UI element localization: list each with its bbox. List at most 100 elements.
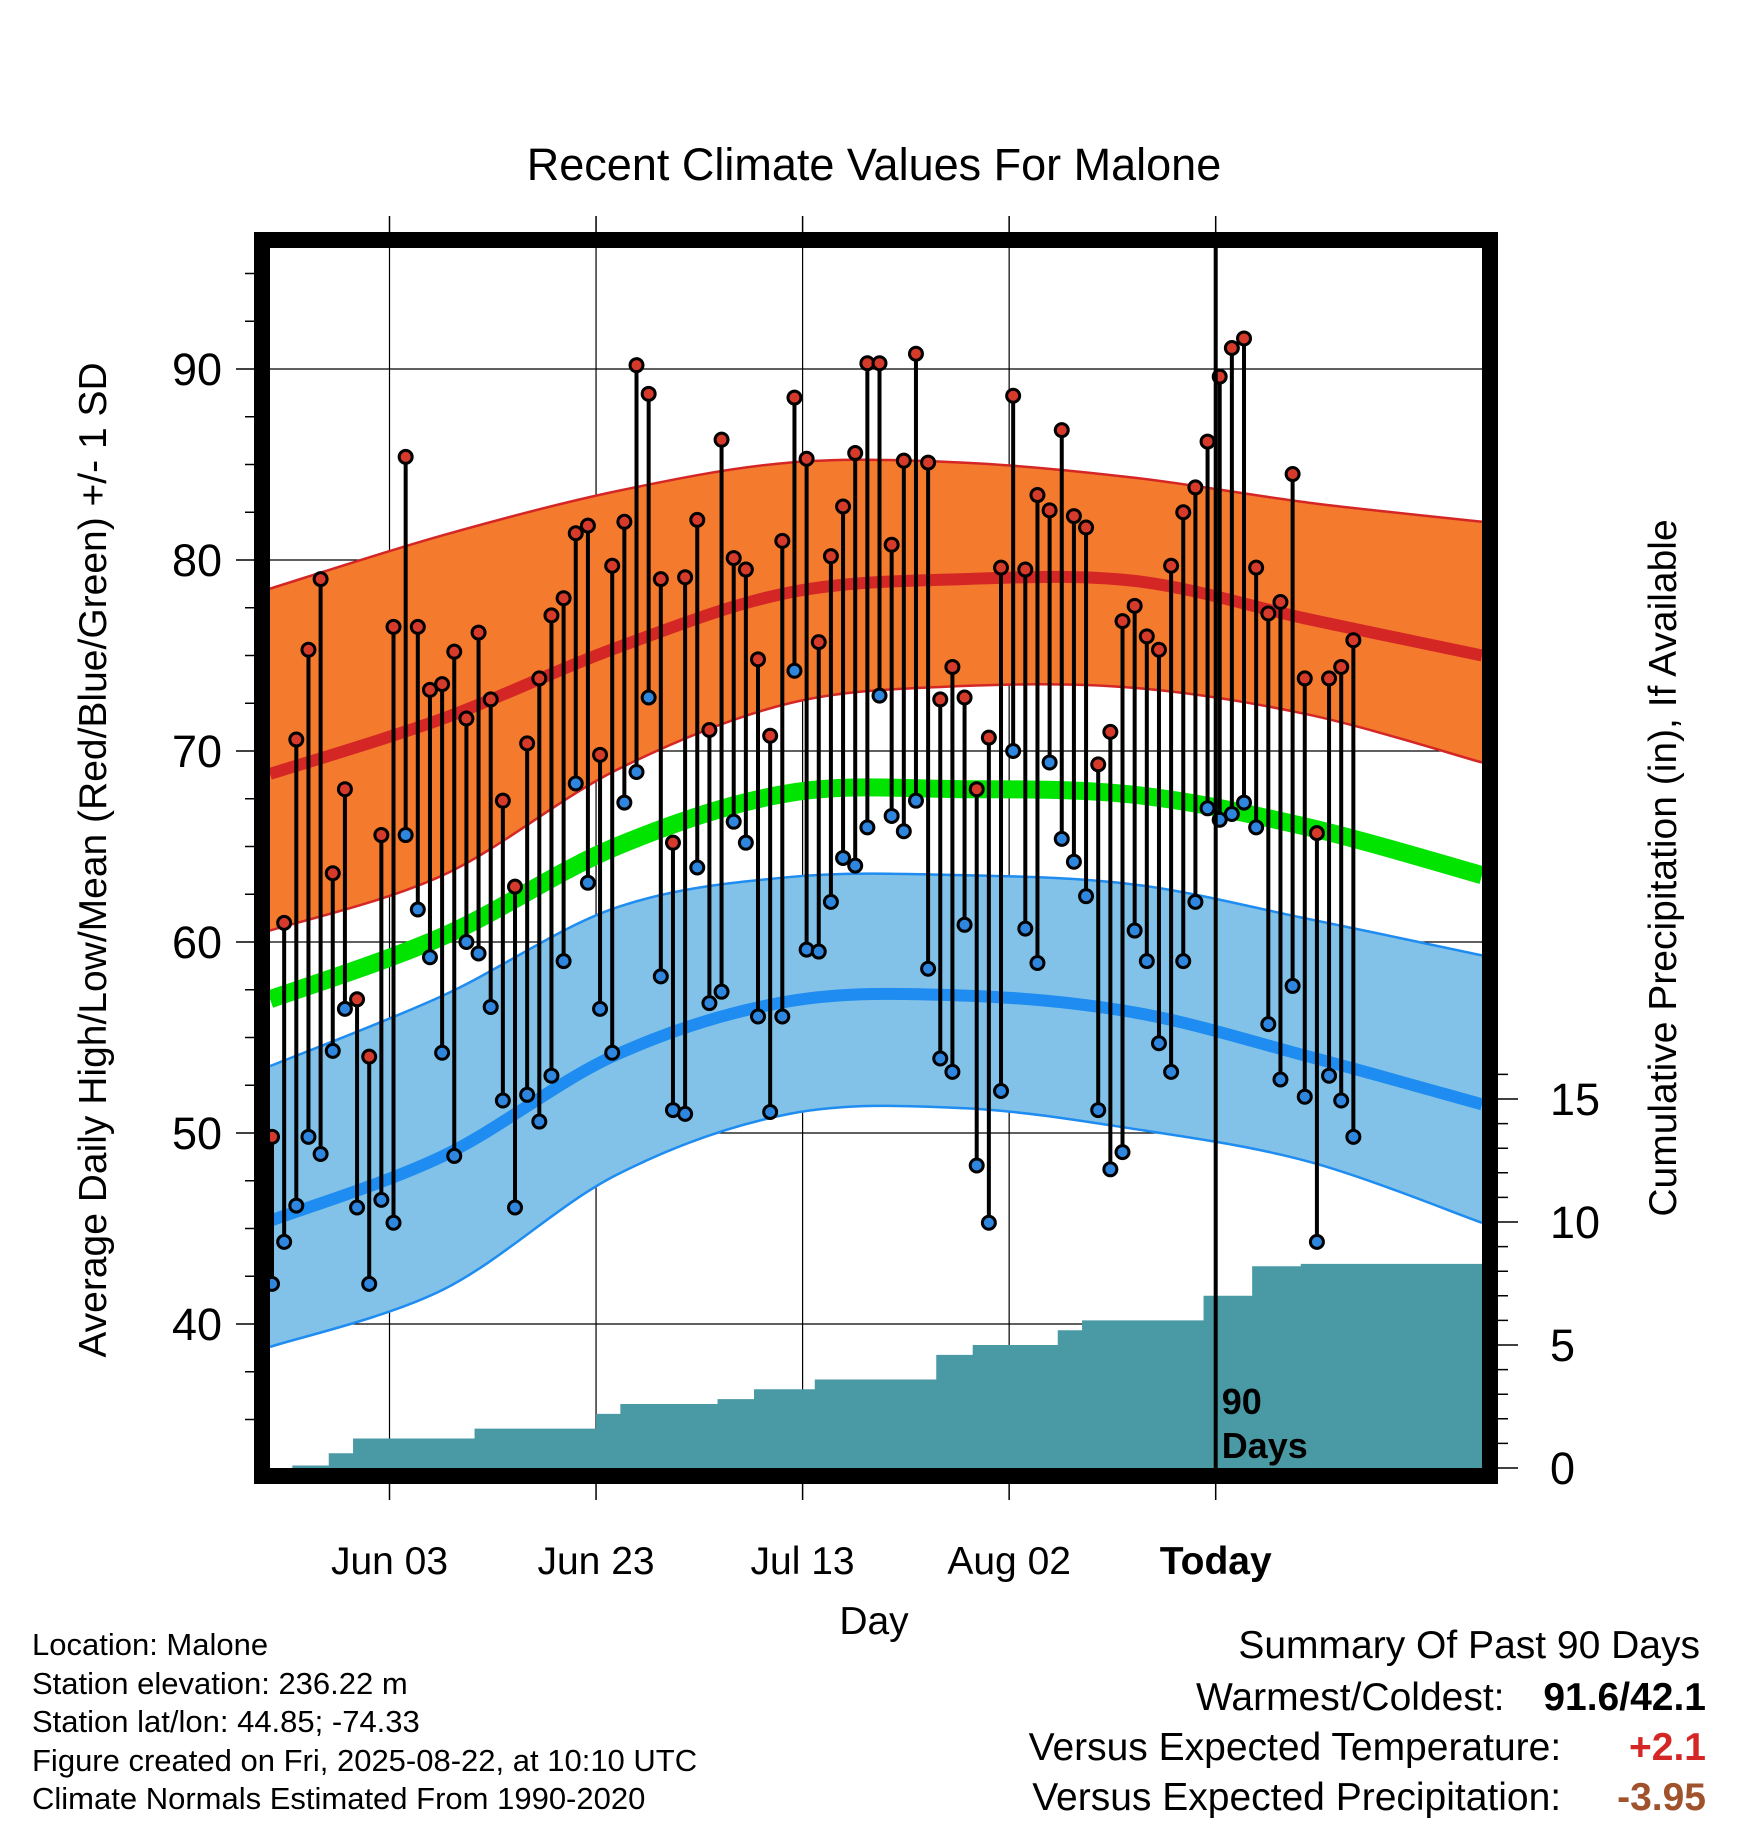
daily-low-point (507, 1199, 524, 1216)
cumulative-precip-area (270, 1263, 1482, 1468)
plot-frame (254, 232, 1498, 1484)
high-sd-upper-edge (270, 458, 1482, 590)
daily-high-point (1078, 519, 1095, 536)
daily-low-point (604, 1044, 621, 1061)
daily-low-point (1053, 830, 1070, 847)
daily-high-point (616, 513, 633, 530)
daily-high-point (434, 676, 451, 693)
daily-high-point (1102, 723, 1119, 740)
x-tick-label: Today (1160, 1540, 1272, 1583)
daily-high-point (677, 569, 694, 586)
daily-low-point (920, 960, 937, 977)
daily-high-point (822, 548, 839, 565)
daily-low-point (652, 968, 669, 985)
daily-low-point (1175, 953, 1192, 970)
daily-low-point (312, 1146, 329, 1163)
days-annotation-number: 90 (1222, 1381, 1262, 1422)
daily-high-point (810, 634, 827, 651)
daily-low-point (288, 1197, 305, 1214)
daily-low-point (1199, 800, 1216, 817)
daily-high-point (920, 454, 937, 471)
daily-low-point (1248, 819, 1265, 836)
daily-low-point (1138, 953, 1155, 970)
y2-tick-label: 5 (1550, 1320, 1575, 1371)
daily-high-point (592, 746, 609, 763)
daily-high-point (1199, 433, 1216, 450)
daily-high-point (774, 532, 791, 549)
daily-low-point (616, 794, 633, 811)
daily-high-point (1005, 387, 1022, 404)
normal-high-line (270, 570, 1482, 780)
daily-high-point (507, 878, 524, 895)
daily-high-point (270, 1128, 281, 1145)
daily-low-point (895, 823, 912, 840)
station-elevation: Station elevation: 236.22 m (32, 1665, 408, 1701)
daily-low-point (1272, 1071, 1289, 1088)
daily-high-point (1345, 632, 1362, 649)
daily-low-point (434, 1044, 451, 1061)
daily-low-point (1078, 888, 1095, 905)
y2-tick-label: 0 (1550, 1443, 1575, 1494)
daily-low-point (1065, 853, 1082, 870)
daily-high-point (1321, 670, 1338, 687)
x-tick-label: Jun 23 (537, 1540, 654, 1583)
daily-high-point (798, 450, 815, 467)
daily-high-point (980, 729, 997, 746)
y-tick-label: 70 (172, 726, 222, 777)
daily-low-point (993, 1082, 1010, 1099)
daily-low-point (980, 1214, 997, 1231)
daily-low-point (361, 1275, 378, 1292)
daily-low-point (579, 874, 596, 891)
daily-low-point (871, 687, 888, 704)
daily-high-point (1236, 330, 1253, 347)
daily-high-point (1138, 628, 1155, 645)
daily-low-point (701, 995, 718, 1012)
daily-low-point (628, 764, 645, 781)
daily-low-point (677, 1105, 694, 1122)
daily-high-point (567, 525, 584, 542)
daily-high-point (1187, 479, 1204, 496)
daily-low-point (409, 901, 426, 918)
daily-high-point (494, 792, 511, 809)
y2-tick-label: 15 (1550, 1074, 1600, 1125)
daily-low-point (932, 1050, 949, 1067)
daily-high-point (1308, 825, 1325, 842)
low-sd-band (270, 873, 1482, 1347)
daily-low-point (750, 1008, 767, 1025)
daily-high-point (324, 865, 341, 882)
daily-low-point (1296, 1088, 1313, 1105)
daily-high-point (713, 431, 730, 448)
daily-high-point (421, 681, 438, 698)
daily-low-point (385, 1214, 402, 1231)
daily-low-point (482, 998, 499, 1015)
daily-high-point (701, 721, 718, 738)
daily-high-point (835, 498, 852, 515)
daily-high-point (786, 389, 803, 406)
daily-low-point (859, 819, 876, 836)
daily-low-point (956, 916, 973, 933)
daily-high-point (737, 561, 754, 578)
daily-low-point (470, 945, 487, 962)
daily-low-point (689, 859, 706, 876)
daily-low-point (373, 1191, 390, 1208)
daily-low-point (1321, 1067, 1338, 1084)
daily-high-point (458, 710, 475, 727)
daily-high-point (1017, 561, 1034, 578)
daily-low-point (1163, 1063, 1180, 1080)
daily-low-point (300, 1128, 317, 1145)
daily-low-point (810, 943, 827, 960)
daily-low-point (835, 849, 852, 866)
daily-low-point (349, 1199, 366, 1216)
daily-high-point (397, 448, 414, 465)
daily-high-point (482, 691, 499, 708)
daily-high-point (555, 590, 572, 607)
daily-high-point (1248, 559, 1265, 576)
daily-low-point (847, 857, 864, 874)
daily-low-point (725, 813, 742, 830)
daily-low-point (324, 1042, 341, 1059)
daily-high-point (762, 727, 779, 744)
y-tick-label: 40 (172, 1299, 222, 1350)
daily-high-point (1029, 487, 1046, 504)
daily-low-point (336, 1000, 353, 1017)
